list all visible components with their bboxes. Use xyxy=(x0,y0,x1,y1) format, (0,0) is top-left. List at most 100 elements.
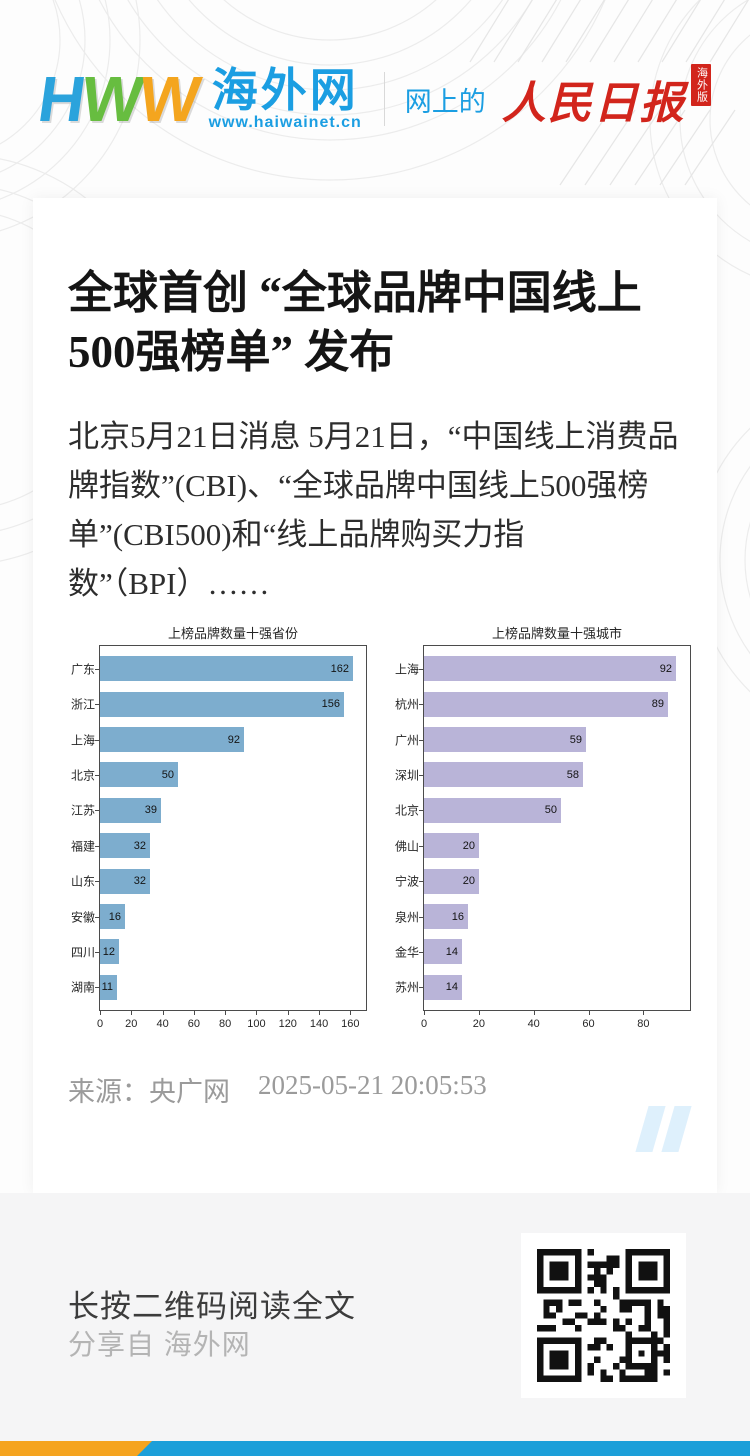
bar-江苏: 39 xyxy=(100,797,161,823)
category-label-山东: 山东 xyxy=(70,874,95,889)
quote-slashes-icon xyxy=(635,1106,692,1152)
category-label-佛山: 佛山 xyxy=(394,839,419,854)
category-label-上海: 上海 xyxy=(394,662,419,677)
category-tick-mark xyxy=(95,951,99,953)
qr-code[interactable] xyxy=(521,1233,686,1398)
category-label-安徽: 安徽 xyxy=(70,910,95,924)
chart-provinces: 上榜品牌数量十强省份 162 156 92 50 39 32 32 16 12 11 广东 浙江 上海 北京… xyxy=(57,623,373,1043)
category-label-江苏: 江苏 xyxy=(70,803,95,818)
category-tick-mark xyxy=(95,810,99,812)
bar-value-label: 39 xyxy=(144,804,157,817)
site-url: www.haiwainet.cn xyxy=(208,114,362,132)
bar-value-label: 16 xyxy=(451,910,464,923)
bar-宁波: 20 xyxy=(424,868,479,894)
bar-value-label: 14 xyxy=(445,945,458,958)
bottom-bar-orange-segment xyxy=(0,1441,152,1456)
bar-row: 39 xyxy=(100,797,366,823)
bar-value-label: 12 xyxy=(102,945,115,958)
bar-value-label: 89 xyxy=(651,698,664,711)
logo-letter-w1: W xyxy=(76,63,145,135)
bar-row: 92 xyxy=(100,727,366,752)
x-axis-tick-mark xyxy=(533,1011,535,1015)
bar-杭州: 89 xyxy=(424,691,668,717)
bar-泉州: 16 xyxy=(424,904,468,929)
category-label-宁波: 宁波 xyxy=(394,874,419,889)
bar-row: 12 xyxy=(100,939,366,965)
bar-安徽: 16 xyxy=(100,904,125,929)
logo-letter-w2: W xyxy=(134,63,202,135)
category-tick-mark xyxy=(419,987,423,989)
bar-value-label: 92 xyxy=(659,662,672,675)
category-label-四川: 四川 xyxy=(70,945,95,960)
category-tick-mark xyxy=(95,987,99,989)
overseas-edition-badge: 海外版 xyxy=(690,64,712,106)
haiwainet-logo: HWW 海外网 www.haiwainet.cn 网上的 人民日报 海外版 xyxy=(33,62,712,136)
category-tick-mark xyxy=(95,739,99,741)
bar-value-label: 11 xyxy=(101,981,113,994)
category-tick-mark xyxy=(419,704,423,706)
bar-row: 32 xyxy=(100,833,366,859)
logo-divider xyxy=(383,72,385,126)
category-tick-mark xyxy=(95,774,99,776)
x-axis-tick-label: 60 xyxy=(582,1018,595,1030)
bar-value-label: 50 xyxy=(161,768,174,781)
bar-浙江: 156 xyxy=(100,691,344,717)
share-footer: 长按二维码阅读全文 分享自 海外网 xyxy=(0,1193,750,1441)
bar-佛山: 20 xyxy=(424,833,479,859)
bar-row: 50 xyxy=(424,797,690,823)
category-tick-mark xyxy=(95,704,99,706)
x-axis-tick-label: 0 xyxy=(96,1018,104,1030)
chart-title: 上榜品牌数量十强城市 xyxy=(491,626,622,641)
category-label-广东: 广东 xyxy=(70,662,95,677)
bar-row: 32 xyxy=(100,868,366,894)
bar-value-label: 16 xyxy=(108,910,121,923)
x-axis-tick-label: 40 xyxy=(156,1018,169,1030)
source-row: 来源：央广网 2025-05-21 20:05:53 xyxy=(68,1070,668,1109)
category-tick-mark xyxy=(95,845,99,847)
x-axis-tick-label: 160 xyxy=(341,1018,360,1030)
bar-row: 20 xyxy=(424,833,690,859)
category-label-浙江: 浙江 xyxy=(70,697,95,712)
bar-value-label: 20 xyxy=(462,839,475,852)
bar-row: 59 xyxy=(424,727,690,752)
bar-value-label: 156 xyxy=(321,698,340,711)
bar-row: 16 xyxy=(424,904,690,929)
x-axis-tick-mark xyxy=(424,1011,425,1015)
category-label-福建: 福建 xyxy=(70,839,95,854)
bar-value-label: 20 xyxy=(462,875,475,888)
category-tick-mark xyxy=(419,881,423,883)
x-axis-tick-mark xyxy=(225,1011,227,1015)
share-from-text: 分享自 海外网 xyxy=(68,1329,251,1360)
bar-row: 14 xyxy=(424,974,690,1000)
bottom-color-bar xyxy=(0,1441,750,1456)
chart-cities: 上榜品牌数量十强城市 92 89 59 58 50 20 20 16 14 14 上海 杭州 广州 深圳 北京… xyxy=(381,623,697,1043)
article-body: 北京5月21日消息 5月21日，“中国线上消费品牌指数”(CBI)、“全球品牌中… xyxy=(68,418,679,601)
bar-四川: 12 xyxy=(100,939,119,965)
x-axis-tick-label: 20 xyxy=(125,1018,138,1030)
x-axis-tick-mark xyxy=(193,1011,195,1015)
bar-row: 50 xyxy=(100,762,366,788)
bar-value-label: 50 xyxy=(544,804,557,817)
x-axis-tick-label: 140 xyxy=(309,1018,329,1030)
category-tick-mark xyxy=(419,739,423,741)
bar-row: 11 xyxy=(100,974,366,1000)
bar-value-label: 92 xyxy=(227,733,240,746)
category-label-深圳: 深圳 xyxy=(394,768,419,783)
category-label-上海: 上海 xyxy=(70,733,95,747)
x-axis-tick-label: 40 xyxy=(527,1018,540,1030)
x-axis-tick-mark xyxy=(100,1011,101,1015)
category-label-湖南: 湖南 xyxy=(70,980,95,995)
site-name: 海外网 xyxy=(211,63,359,116)
category-tick-mark xyxy=(419,951,423,953)
bar-row: 92 xyxy=(424,656,690,682)
x-axis-tick-label: 80 xyxy=(637,1018,650,1030)
bar-北京: 50 xyxy=(100,762,178,788)
x-axis-tick-label: 0 xyxy=(420,1018,428,1030)
category-tick-mark xyxy=(95,916,99,918)
category-label-北京: 北京 xyxy=(394,803,419,818)
x-axis-tick-mark xyxy=(256,1011,258,1015)
hww-logo-letters: HWW xyxy=(33,62,201,136)
chart-plot-area: 92 89 59 58 50 20 20 16 14 14 xyxy=(423,645,691,1011)
category-label-杭州: 杭州 xyxy=(394,697,419,712)
qr-cta-text: 长按二维码阅读全文 xyxy=(68,1289,356,1324)
